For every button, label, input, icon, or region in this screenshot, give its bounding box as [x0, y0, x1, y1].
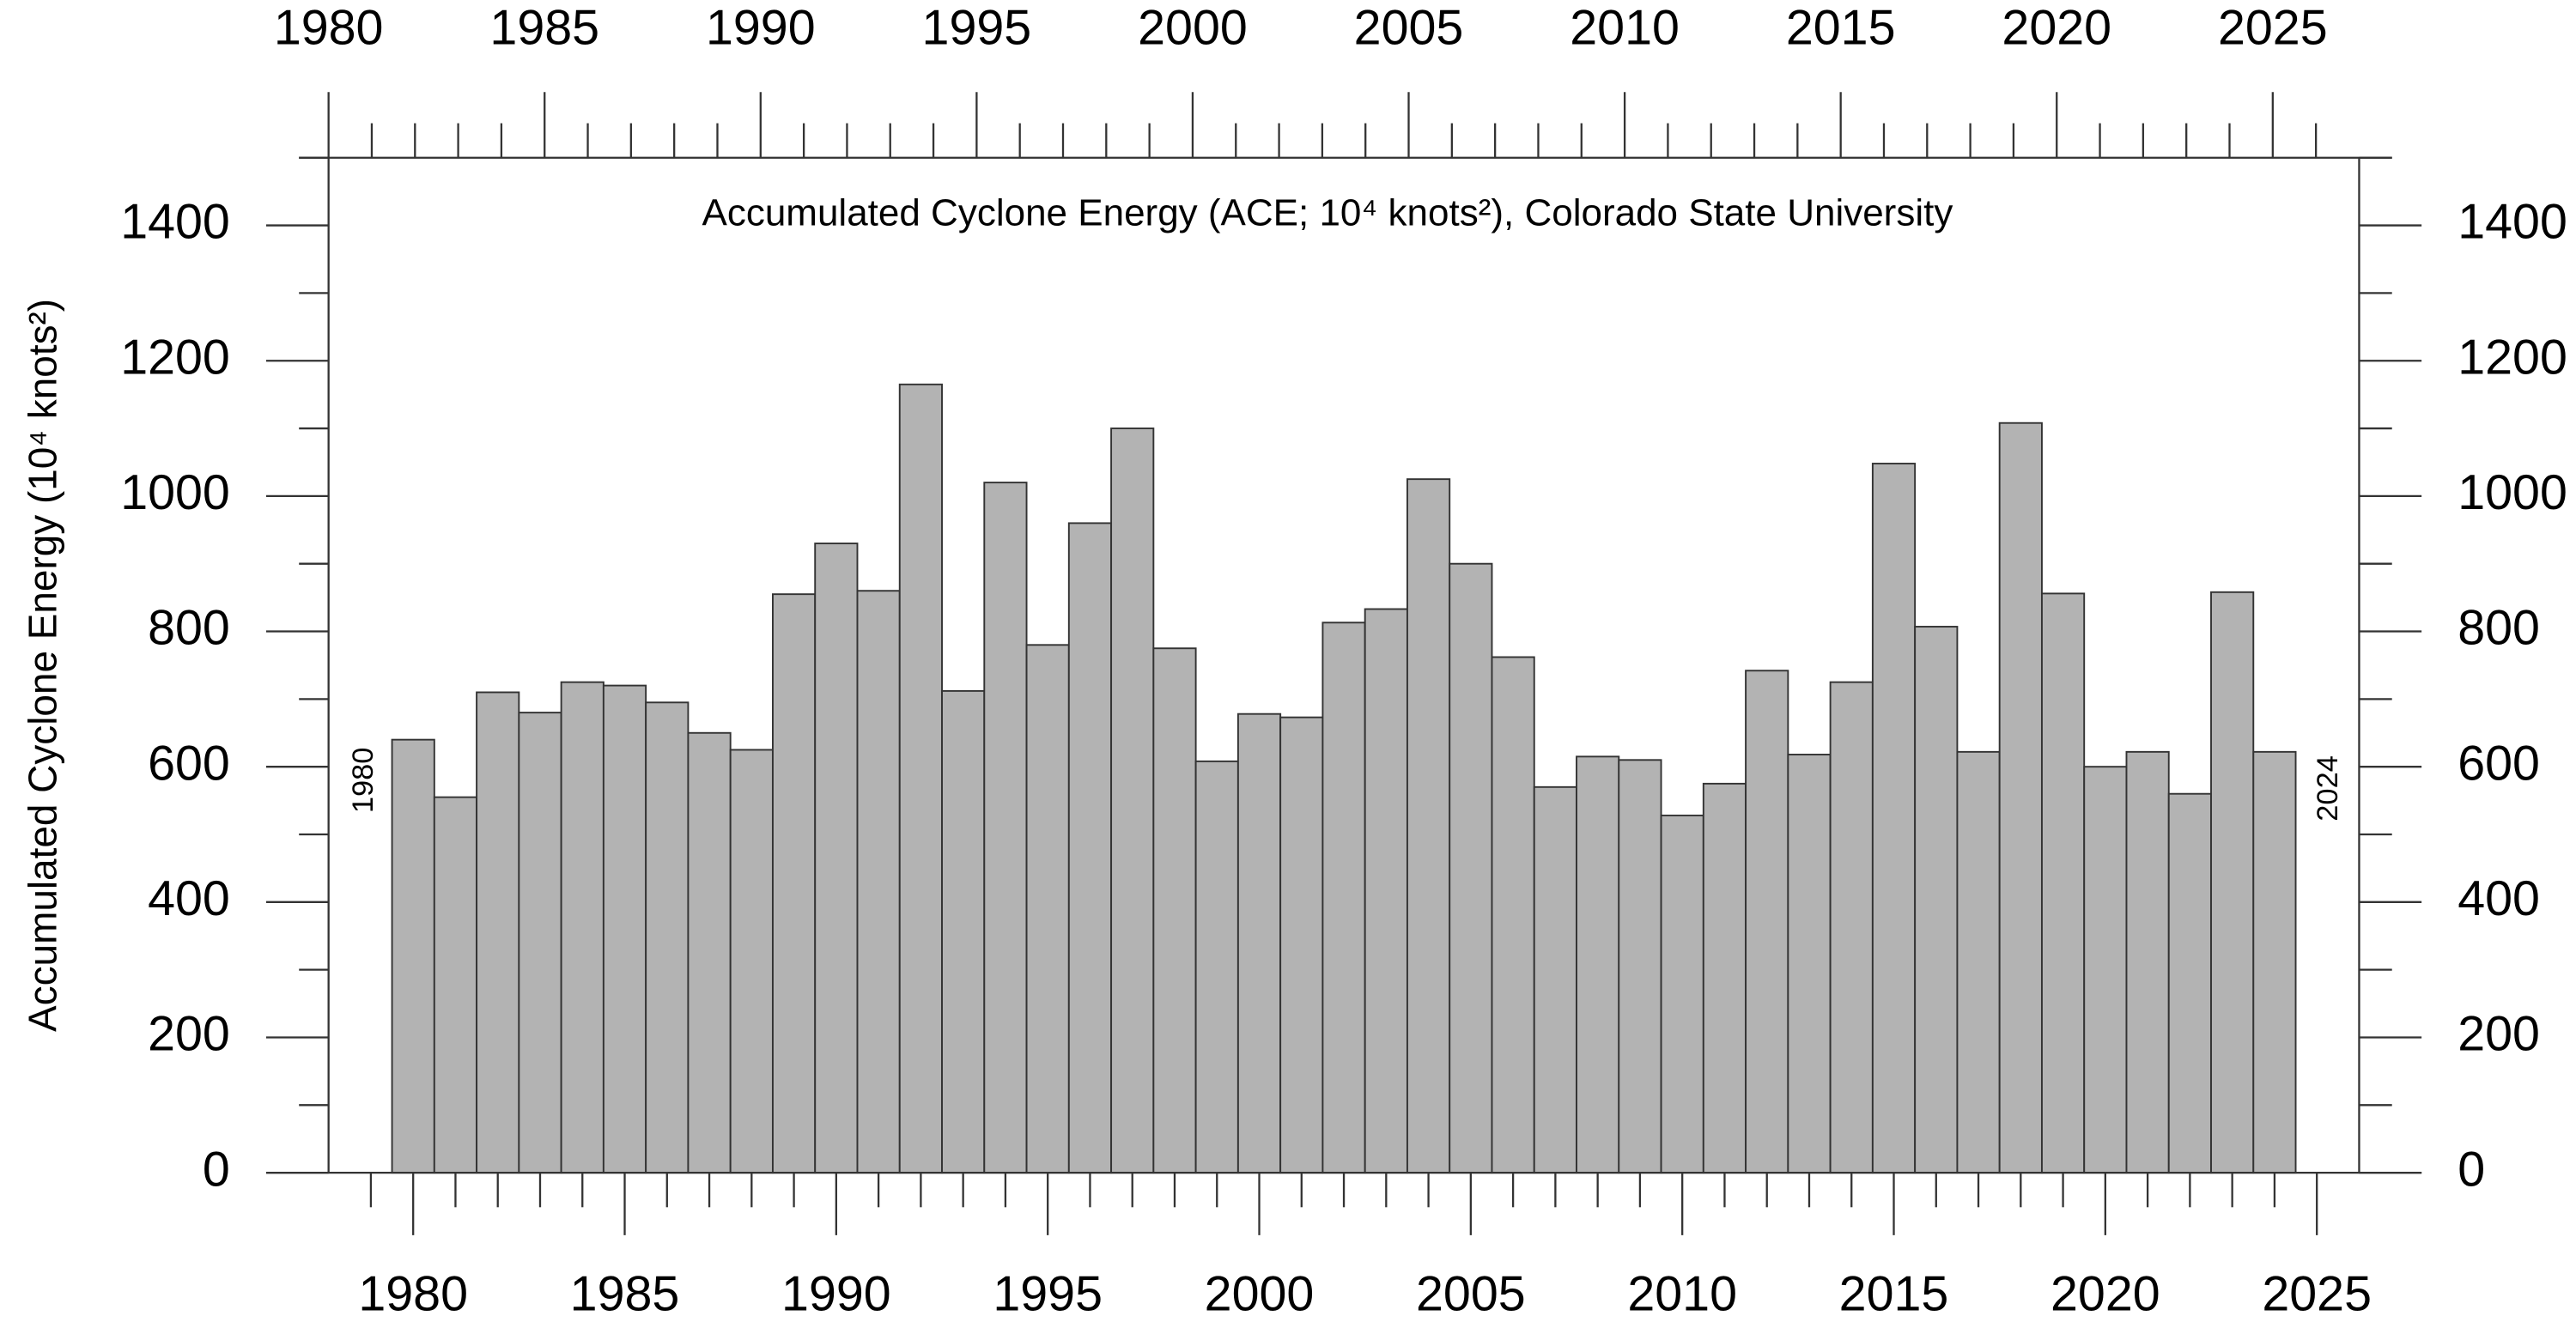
y2-tick-label: 1200	[2458, 330, 2567, 385]
bar	[1279, 716, 1324, 1174]
bar	[983, 482, 1028, 1174]
bar	[1871, 463, 1917, 1174]
bar	[1829, 681, 1874, 1174]
bar	[1236, 713, 1282, 1174]
x2-tick-label: 2020	[2002, 1, 2111, 56]
y2-tick-label: 200	[2458, 1007, 2540, 1062]
y2-tick-label: 0	[2458, 1142, 2485, 1197]
bar	[729, 749, 774, 1174]
chart-title: Accumulated Cyclone Energy (ACE; 10⁴ kno…	[702, 191, 1953, 233]
annotation: 2024	[2312, 755, 2344, 822]
bar	[2210, 591, 2255, 1174]
x-tick-label: 1980	[358, 1267, 468, 1322]
bar	[1152, 647, 1197, 1174]
annotation: 1980	[347, 748, 380, 814]
bar	[2125, 750, 2170, 1174]
x-tick-label: 1990	[781, 1267, 891, 1322]
x-tick-label: 2025	[2262, 1267, 2372, 1322]
bar	[1321, 622, 1366, 1174]
y-tick-label: 800	[148, 601, 230, 656]
y2-tick-label: 1000	[2458, 465, 2567, 520]
x-tick-label: 1995	[993, 1267, 1103, 1322]
bar	[1533, 785, 1577, 1174]
y2-tick-label: 400	[2458, 871, 2540, 926]
bar	[1491, 656, 1535, 1174]
x2-tick-label: 1995	[922, 1, 1032, 56]
bar	[433, 796, 478, 1174]
x2-tick-label: 1990	[706, 1, 816, 56]
bar	[1956, 750, 2001, 1174]
bar	[1787, 754, 1832, 1174]
x2-tick-label: 2015	[1786, 1, 1896, 56]
y-tick-label: 1000	[120, 465, 230, 520]
bar	[1998, 421, 2043, 1174]
bar	[518, 712, 562, 1174]
bar	[1576, 755, 1620, 1174]
x2-tick-label: 2010	[1570, 1, 1680, 56]
y-tick-label: 0	[203, 1142, 230, 1197]
y2-tick-label: 1400	[2458, 195, 2567, 250]
x-tick-label: 2000	[1205, 1267, 1315, 1322]
bar	[560, 681, 605, 1174]
bar	[771, 593, 817, 1174]
x-tick-label: 2005	[1416, 1267, 1526, 1322]
bar	[391, 738, 435, 1174]
x2-tick-label: 2000	[1138, 1, 1248, 56]
x-tick-label: 2020	[2050, 1267, 2160, 1322]
bar	[1914, 626, 1959, 1174]
y-tick-label: 1200	[120, 330, 230, 385]
bar	[1449, 562, 1493, 1174]
bar	[1025, 644, 1070, 1174]
y2-tick-label: 600	[2458, 736, 2540, 791]
bar	[602, 684, 647, 1174]
bar	[898, 383, 943, 1174]
bar	[1745, 670, 1789, 1174]
bar	[941, 689, 986, 1174]
bar	[476, 691, 520, 1174]
x-tick-label: 2010	[1627, 1267, 1737, 1322]
bar	[1702, 782, 1747, 1174]
bar	[687, 731, 732, 1174]
bar	[1194, 760, 1239, 1174]
y-axis-label: Accumulated Cyclone Energy (10⁴ knots²)	[21, 299, 65, 1032]
x-tick-label: 1985	[570, 1267, 680, 1322]
bar	[2167, 792, 2212, 1174]
bar	[814, 543, 859, 1174]
bar	[2252, 750, 2297, 1174]
x2-tick-label: 1980	[274, 1, 384, 56]
bar	[1618, 759, 1662, 1174]
bar	[1110, 428, 1155, 1174]
x2-tick-label: 2025	[2218, 1, 2328, 56]
y-tick-label: 200	[148, 1007, 230, 1062]
bar	[1660, 814, 1704, 1174]
bar	[645, 701, 690, 1174]
y-tick-label: 600	[148, 736, 230, 791]
bar	[1406, 478, 1451, 1174]
y-tick-label: 400	[148, 871, 230, 926]
x-tick-label: 2015	[1839, 1267, 1949, 1322]
bar	[856, 590, 901, 1174]
bar	[1364, 608, 1408, 1174]
bar	[2040, 592, 2086, 1174]
x2-tick-label: 1985	[489, 1, 599, 56]
x2-tick-label: 2005	[1354, 1, 1464, 56]
bar	[2083, 766, 2128, 1174]
y-tick-label: 1400	[120, 195, 230, 250]
y2-tick-label: 800	[2458, 601, 2540, 656]
bar	[1067, 522, 1113, 1174]
